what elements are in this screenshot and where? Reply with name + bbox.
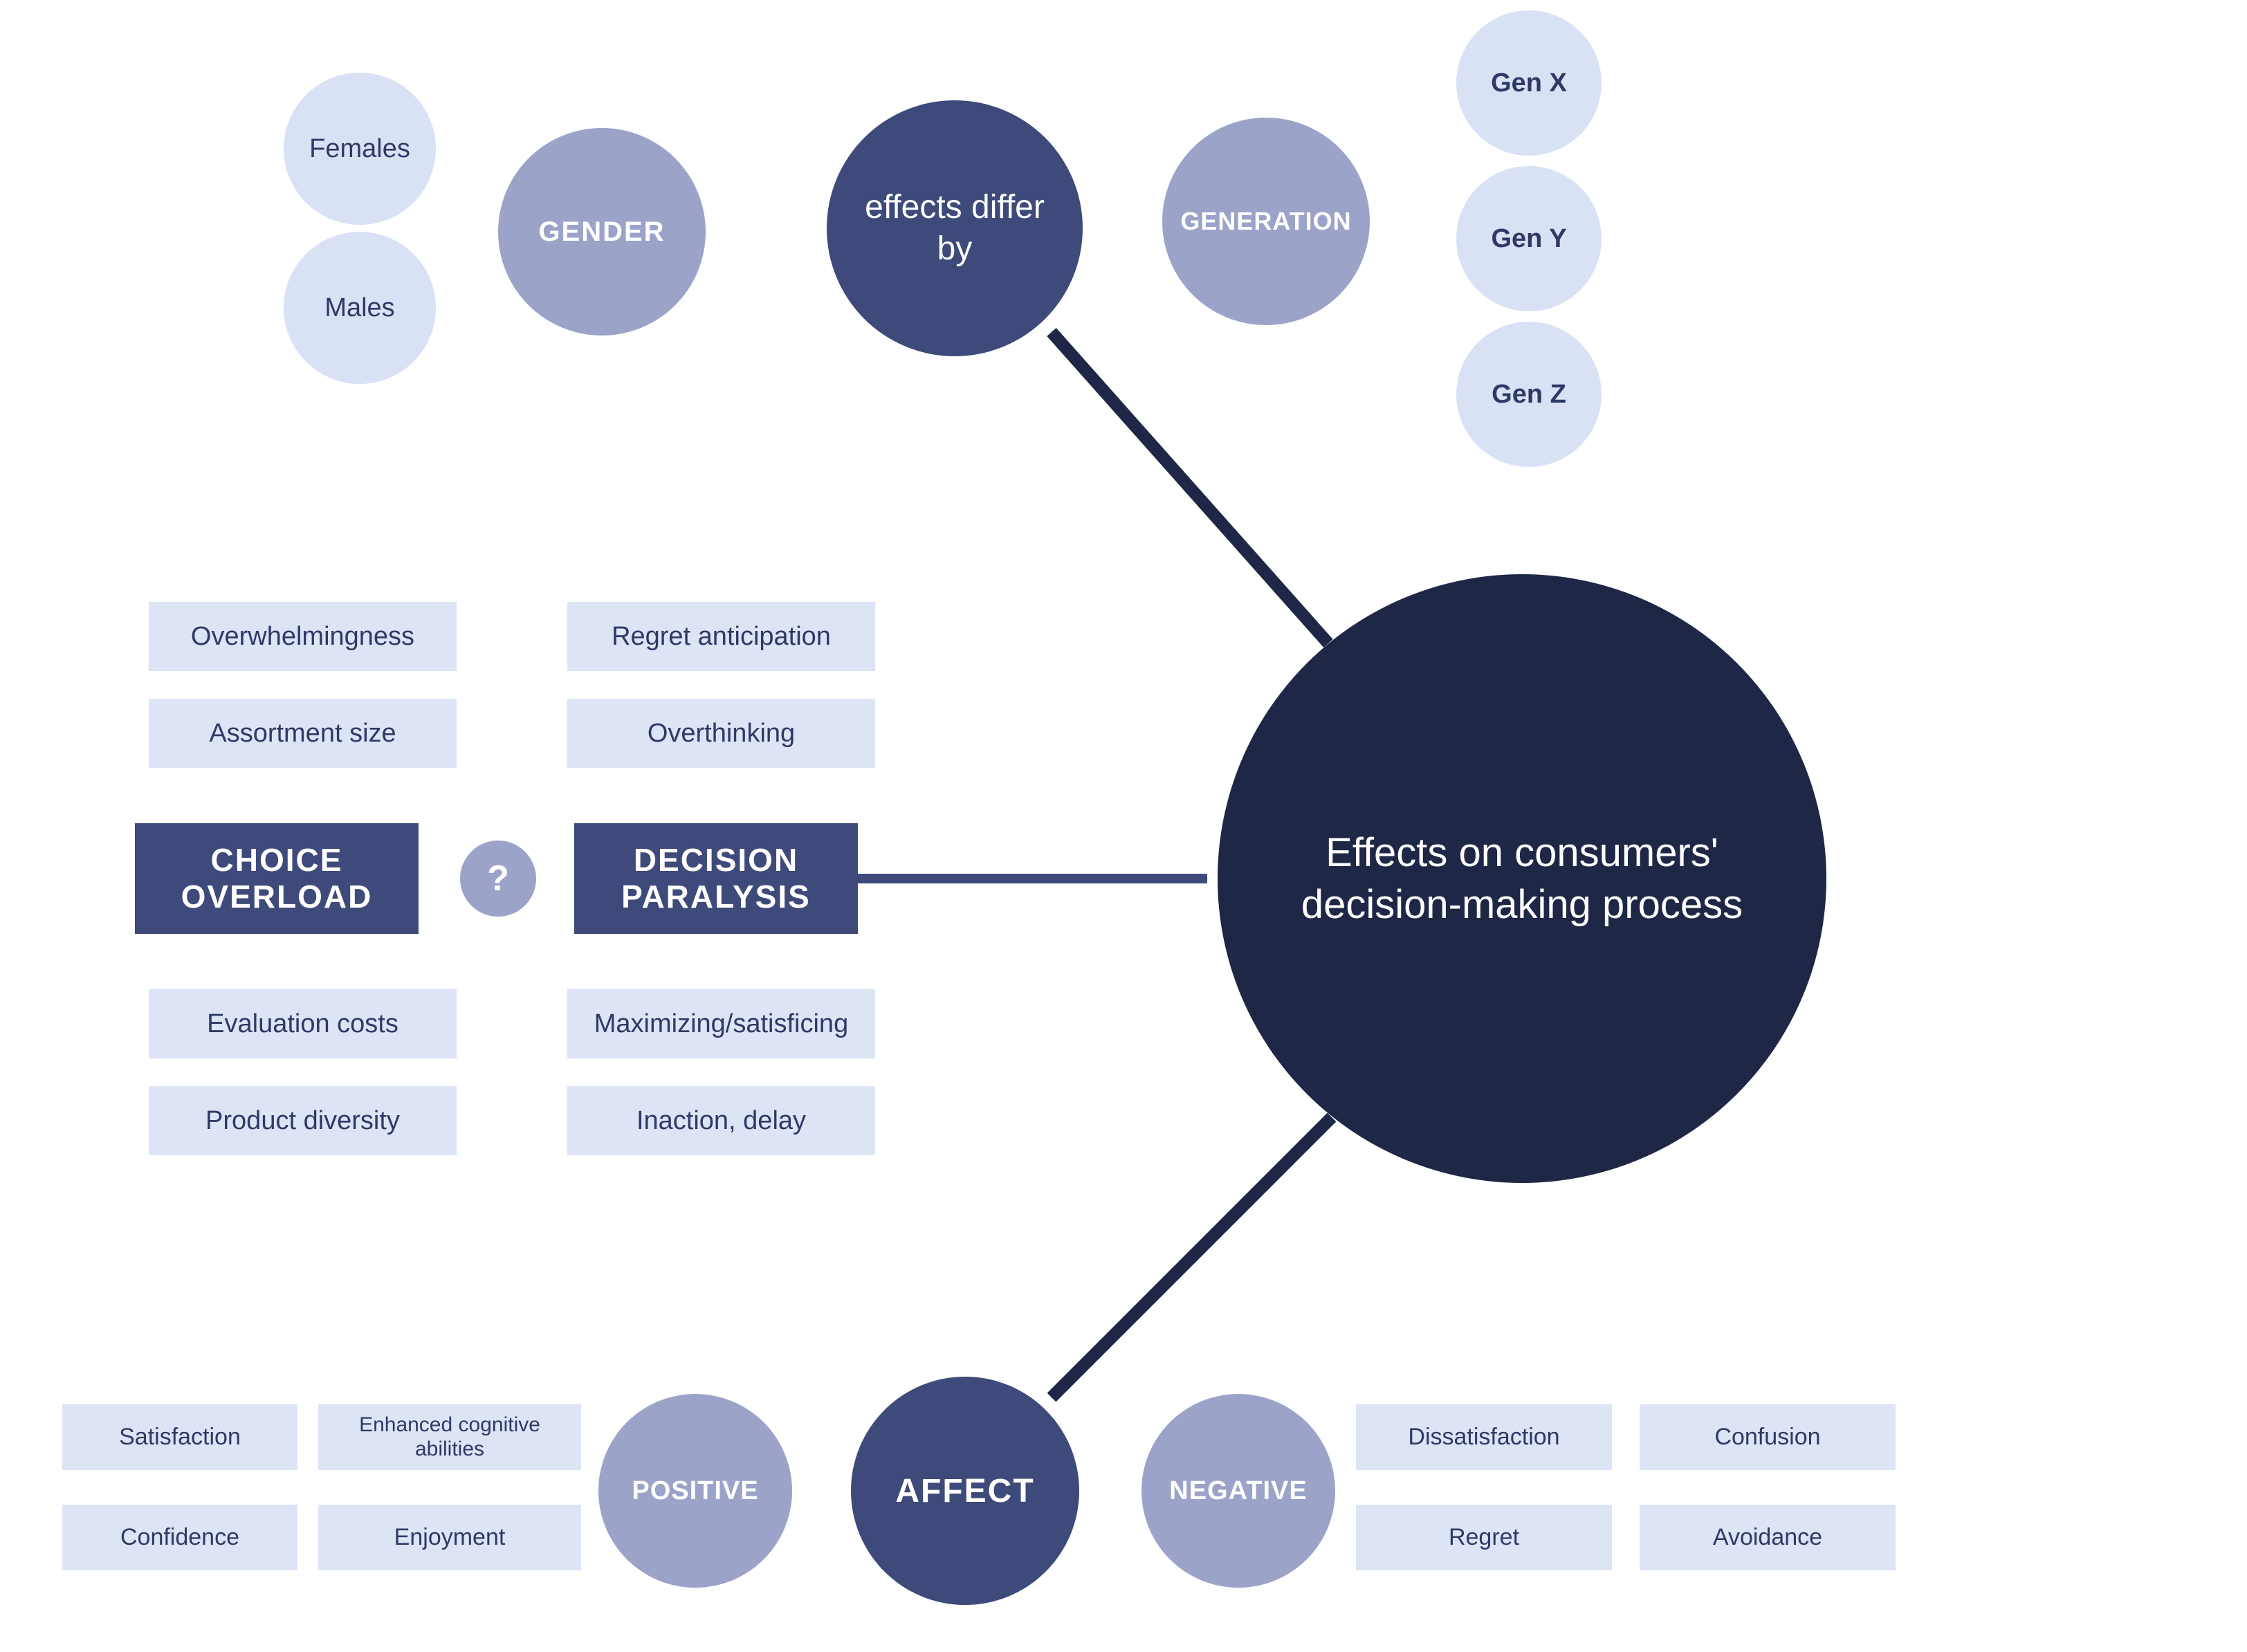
genz-circle: Gen Z: [1456, 322, 1602, 467]
pos-satisfaction-label: Satisfaction: [119, 1424, 241, 1451]
dp-attr-overthink-label: Overthinking: [648, 719, 795, 749]
pos-cognitive-label: Enhanced cognitive abilities: [327, 1413, 573, 1461]
generation-circle: GENERATION: [1162, 118, 1370, 325]
gender-label: GENDER: [538, 217, 665, 248]
choice-overload-label: CHOICE OVERLOAD: [156, 842, 398, 915]
affect-label: AFFECT: [895, 1472, 1034, 1510]
effects-differ-circle: effects differ by: [827, 100, 1083, 356]
generation-label: GENERATION: [1180, 207, 1351, 236]
males-label: Males: [324, 293, 394, 323]
neg-confusion-label: Confusion: [1714, 1424, 1820, 1451]
positive-circle: POSITIVE: [598, 1394, 792, 1588]
co-attr-overwhelm: Overwhelmingness: [149, 602, 457, 671]
positive-label: POSITIVE: [632, 1476, 758, 1506]
co-attr-assort-label: Assortment size: [209, 719, 396, 749]
neg-avoidance: Avoidance: [1640, 1505, 1896, 1570]
effects-differ-label: effects differ by: [847, 187, 1062, 270]
main-hub-label: Effects on consumers' decision-making pr…: [1259, 827, 1785, 931]
affect-circle: AFFECT: [851, 1377, 1079, 1605]
dp-attr-maxsat: Maximizing/satisficing: [567, 989, 875, 1058]
diagram-container: effects differ by GENDER Females Males G…: [0, 0, 2247, 1652]
females-circle: Females: [284, 73, 436, 225]
choice-overload-box: CHOICE OVERLOAD: [135, 823, 419, 934]
arrow-hub-to-affect: [1052, 1117, 1332, 1397]
dp-attr-regret-label: Regret anticipation: [612, 622, 831, 652]
neg-dissat: Dissatisfaction: [1356, 1404, 1612, 1470]
co-attr-assort: Assortment size: [149, 699, 457, 768]
arrow-hub-to-differ: [1052, 332, 1328, 643]
decision-paralysis-label: DECISION PARALYSIS: [596, 842, 837, 915]
pos-confidence-label: Confidence: [120, 1524, 239, 1551]
co-attr-eval-label: Evaluation costs: [207, 1009, 398, 1039]
neg-avoidance-label: Avoidance: [1713, 1524, 1822, 1551]
pos-enjoyment-label: Enjoyment: [394, 1524, 506, 1551]
neg-regret: Regret: [1356, 1505, 1612, 1570]
dp-attr-overthink: Overthinking: [567, 699, 875, 768]
dp-attr-inaction-label: Inaction, delay: [636, 1106, 806, 1136]
question-label: ?: [487, 858, 509, 899]
pos-confidence: Confidence: [62, 1505, 297, 1570]
genx-circle: Gen X: [1456, 10, 1602, 156]
negative-circle: NEGATIVE: [1141, 1394, 1335, 1588]
neg-dissat-label: Dissatisfaction: [1408, 1424, 1559, 1451]
pos-cognitive: Enhanced cognitive abilities: [318, 1404, 581, 1470]
decision-paralysis-box: DECISION PARALYSIS: [574, 823, 858, 934]
genz-label: Gen Z: [1492, 380, 1566, 410]
dp-attr-maxsat-label: Maximizing/satisficing: [594, 1009, 848, 1039]
gender-circle: GENDER: [498, 128, 706, 336]
negative-label: NEGATIVE: [1169, 1476, 1307, 1506]
females-label: Females: [309, 134, 410, 164]
main-hub-circle: Effects on consumers' decision-making pr…: [1218, 574, 1826, 1183]
dp-attr-regret: Regret anticipation: [567, 602, 875, 671]
males-circle: Males: [284, 232, 436, 384]
co-attr-diversity-label: Product diversity: [205, 1106, 400, 1136]
geny-circle: Gen Y: [1456, 166, 1602, 311]
dp-attr-inaction: Inaction, delay: [567, 1086, 875, 1155]
question-circle: ?: [460, 841, 536, 917]
neg-regret-label: Regret: [1449, 1524, 1519, 1551]
geny-label: Gen Y: [1491, 224, 1566, 254]
pos-satisfaction: Satisfaction: [62, 1404, 297, 1470]
pos-enjoyment: Enjoyment: [318, 1505, 581, 1570]
co-attr-eval: Evaluation costs: [149, 989, 457, 1058]
genx-label: Gen X: [1491, 68, 1567, 98]
co-attr-diversity: Product diversity: [149, 1086, 457, 1155]
neg-confusion: Confusion: [1640, 1404, 1896, 1470]
co-attr-overwhelm-label: Overwhelmingness: [191, 622, 414, 652]
